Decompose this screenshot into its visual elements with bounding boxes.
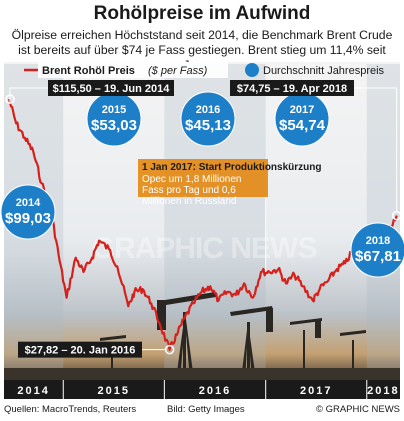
year-band-2018 bbox=[366, 64, 400, 380]
x-tick-label: 2015 bbox=[98, 385, 130, 397]
high-label-box bbox=[48, 80, 174, 96]
production-cut-body: Millionen in Russland bbox=[142, 196, 237, 207]
pumpjack-silhouettes bbox=[4, 292, 400, 380]
yearly-average-bubbles: 2014$99,03 2015$53,03 2016$45,13 2017$54,74… bbox=[0, 91, 404, 278]
price-line-layer bbox=[7, 98, 398, 351]
footer: Quellen: MacroTrends, Reuters Bild: Gett… bbox=[4, 402, 400, 418]
chart-title: Rohölpreise im Aufwind bbox=[93, 3, 311, 24]
copyright: © GRAPHIC NEWS bbox=[315, 404, 400, 415]
legend-bubble-swatch bbox=[245, 63, 259, 77]
brent-price-line bbox=[7, 98, 398, 351]
pumpjack-icon bbox=[340, 330, 366, 380]
low-label-box bbox=[18, 341, 142, 358]
x-axis-bar bbox=[4, 380, 400, 399]
pumpjack-icon bbox=[290, 318, 322, 380]
avg-bubble-value: $67,81 bbox=[355, 248, 401, 265]
annotations: $115,50 – 19. Jun 2014 $27,82 – 20. Jan 2… bbox=[5, 80, 402, 358]
avg-bubble-value: $45,13 bbox=[185, 117, 231, 134]
svg-text:GRAPHIC NEWS: GRAPHIC NEWS bbox=[92, 232, 317, 265]
production-cut-title: 1 Jan 2017: Start Produktionskürzung bbox=[142, 162, 322, 173]
legend-box bbox=[38, 62, 228, 78]
legend: Brent Rohöl Preis ($ per Fass) Durchschn… bbox=[24, 62, 385, 78]
sources-text: Quellen: MacroTrends, Reuters bbox=[4, 404, 137, 415]
x-tick-label: 2014 bbox=[17, 385, 49, 397]
x-tick-label: 2016 bbox=[199, 385, 231, 397]
high-label-text: $115,50 – 19. Jun 2014 bbox=[53, 83, 171, 95]
pumpjack-icon bbox=[230, 306, 273, 380]
x-axis: 2014 2015 2016 2017 2018 bbox=[4, 380, 400, 399]
high-leader bbox=[9, 87, 48, 104]
background-photo: GRAPHIC NEWS bbox=[4, 62, 400, 380]
ground-strip bbox=[4, 368, 400, 380]
avg-bubble-2018 bbox=[350, 222, 404, 278]
avg-bubble-value: $53,03 bbox=[91, 117, 137, 134]
latest-leader bbox=[354, 87, 398, 212]
x-tick-label: 2018 bbox=[367, 385, 399, 397]
production-cut-body: Fass pro Tag und 0,6 bbox=[142, 185, 236, 196]
graphic-news-watermark: GRAPHIC NEWS bbox=[92, 232, 318, 265]
x-tick-label: 2017 bbox=[300, 385, 332, 397]
legend-series-label: Brent Rohöl Preis bbox=[42, 65, 135, 77]
avg-bubble-year: 2016 bbox=[196, 104, 220, 116]
avg-bubble-year: 2015 bbox=[102, 104, 126, 116]
legend-avg-label: Durchschnitt Jahrespreis bbox=[263, 65, 385, 77]
legend-series-unit: ($ per Fass) bbox=[148, 65, 208, 77]
latest-label-text: $74,75 – 19. Apr 2018 bbox=[237, 83, 347, 95]
avg-bubble-value: $54,74 bbox=[279, 117, 326, 134]
pumpjack-icon bbox=[100, 335, 126, 380]
avg-bubble-year: 2018 bbox=[366, 235, 390, 247]
low-label-text: $27,82 – 20. Jan 2016 bbox=[25, 345, 136, 357]
avg-bubble-year: 2017 bbox=[290, 104, 314, 116]
avg-bubble-2014 bbox=[0, 184, 56, 240]
latest-label-box bbox=[230, 80, 354, 96]
avg-bubble-value: $99,03 bbox=[5, 210, 51, 227]
image-credit: Bild: Getty Images bbox=[167, 404, 245, 415]
pumpjack-icon bbox=[157, 292, 216, 380]
production-cut-body: Opec um 1,8 Millionen bbox=[142, 174, 242, 185]
avg-bubble-year: 2014 bbox=[16, 197, 41, 209]
production-cut-box bbox=[138, 159, 268, 197]
avg-bubble-2016 bbox=[180, 91, 236, 147]
